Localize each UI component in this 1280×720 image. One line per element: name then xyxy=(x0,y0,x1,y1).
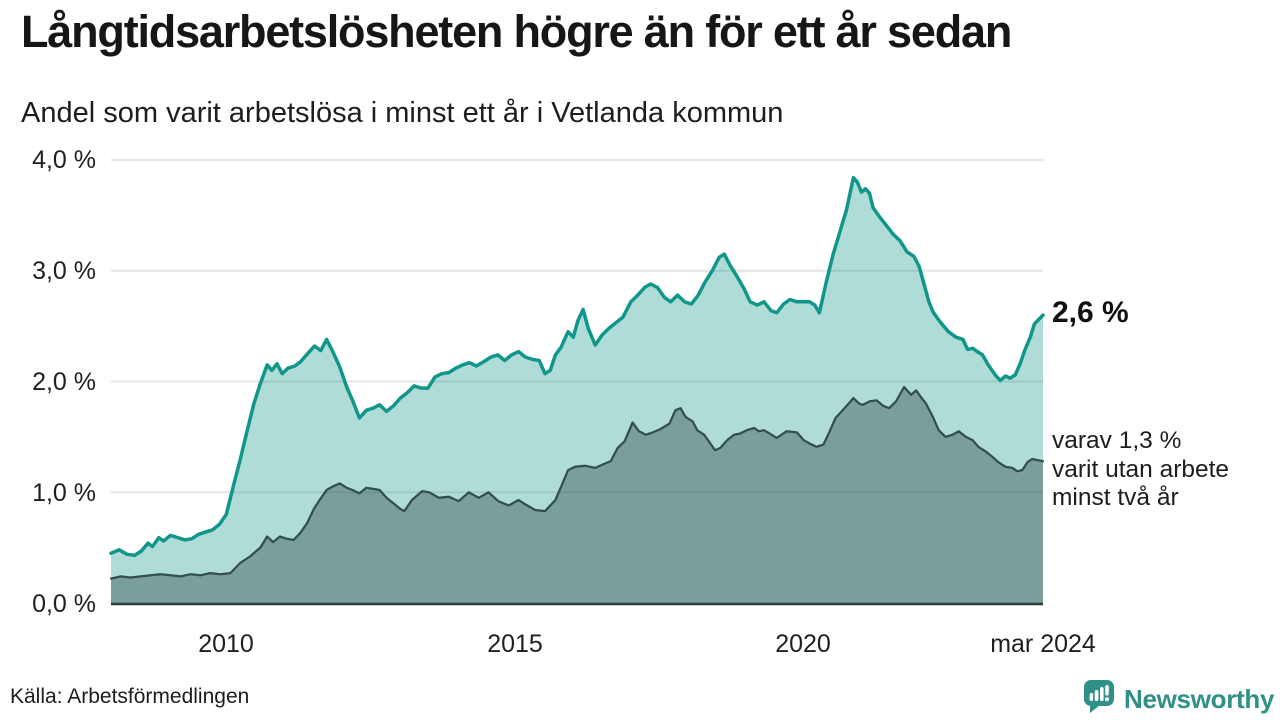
series-area-min-one-year xyxy=(111,177,1043,603)
y-axis-tick-3: 3,0 % xyxy=(32,257,96,285)
latest-value-label: 2,6 % xyxy=(1052,296,1129,329)
page-title: Långtidsarbetslösheten högre än för ett … xyxy=(21,6,1012,57)
x-axis-tick-2020: 2020 xyxy=(775,630,831,658)
y-axis-tick-4: 4,0 % xyxy=(32,146,96,174)
x-axis-tick-2010: 2010 xyxy=(198,630,254,658)
source-credit: Källa: Arbetsförmedlingen xyxy=(10,685,250,708)
x-axis-tick-2015: 2015 xyxy=(487,630,543,658)
x-axis-tick-mar-2024: mar 2024 xyxy=(990,630,1096,658)
secondary-value-label: varav 1,3 % varit utan arbete minst två … xyxy=(1052,427,1229,513)
y-axis-tick-0: 0,0 % xyxy=(32,590,96,618)
y-axis-tick-2: 2,0 % xyxy=(32,368,96,396)
y-axis-tick-1: 1,0 % xyxy=(32,479,96,507)
secondary-value-line-2: varit utan arbete xyxy=(1052,455,1230,483)
newsworthy-logo: Newsworthy xyxy=(1084,680,1274,718)
series-area-min-two-years xyxy=(111,387,1043,603)
series-line-min-one-year xyxy=(109,175,1045,558)
series-line-min-two-years xyxy=(109,385,1045,580)
secondary-value-line-3: minst två år xyxy=(1052,484,1179,511)
newsworthy-wordmark: Newsworthy xyxy=(1124,683,1275,714)
secondary-value-line-1: varav 1,3 % xyxy=(1052,427,1182,454)
newsworthy-speech-bubble-chart-icon xyxy=(1084,680,1114,718)
chart-subtitle: Andel som varit arbetslösa i minst ett å… xyxy=(21,97,784,129)
